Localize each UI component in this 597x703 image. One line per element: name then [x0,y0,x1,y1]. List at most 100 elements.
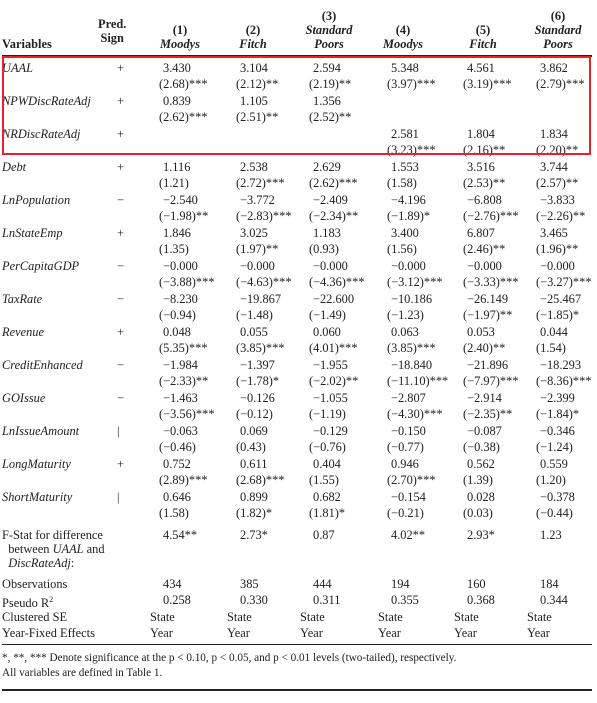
t-statistic: (1.58) [159,506,189,520]
predicted-sign: − [117,259,124,273]
stat-value: 444 [313,577,332,591]
t-statistic: (−2.76)*** [463,209,519,223]
stat-value: 160 [467,577,486,591]
coefficient: −2.409 [313,193,348,207]
coefficient: 0.682 [313,490,341,504]
header-pred-sign: Pred. Sign [98,17,127,45]
t-statistic: (2.79)*** [536,77,585,91]
coefficient: 6.807 [467,226,495,240]
t-statistic: (−3.33)*** [463,275,519,289]
coefficient: 3.400 [391,226,419,240]
t-statistic: (−0.44) [536,506,573,520]
t-statistic: (3.19)*** [463,77,512,91]
t-statistic: (2.62)*** [309,176,358,190]
t-statistic: (−4.63)*** [236,275,292,289]
stat-label: Year-Fixed Effects [2,626,95,640]
t-statistic: (−1.89)* [387,209,431,223]
coefficient: 0.060 [313,325,341,339]
t-statistic: (1.55) [309,473,339,487]
t-statistic: (−3.88)*** [159,275,215,289]
t-statistic: (−1.19) [309,407,346,421]
stat-value: Year [454,626,477,640]
t-statistic: (2.72)*** [236,176,285,190]
stat-value: 0.258 [163,593,191,607]
coefficient: 3.862 [540,61,568,75]
t-statistic: (1.96)** [536,242,579,256]
t-statistic: (2.68)*** [159,77,208,91]
row-label: ShortMaturity [2,490,73,504]
stat-value: State [150,610,175,624]
t-statistic: (−11.10)*** [387,374,449,388]
predicted-sign: + [117,325,124,339]
t-statistic: (−0.46) [159,440,196,454]
bottom-rule [2,644,592,645]
coefficient: −1.984 [163,358,198,372]
fstat-value: 4.02** [391,528,426,542]
coefficient: 1.846 [163,226,191,240]
coefficient: 1.116 [163,160,191,174]
predicted-sign: − [117,358,124,372]
stat-value: 194 [391,577,410,591]
coefficient: −19.867 [240,292,282,306]
footer-rule [2,689,592,691]
predicted-sign: + [117,61,124,75]
stat-value: Year [378,626,401,640]
coefficient: −0.378 [540,490,575,504]
predicted-sign: − [117,292,124,306]
t-statistic: (−1.84)* [536,407,580,421]
coefficient: −2.807 [391,391,426,405]
t-statistic: (3.85)*** [236,341,285,355]
row-label: LnStateEmp [2,226,63,240]
t-statistic: (−2.26)** [536,209,586,223]
t-statistic: (−2.35)** [463,407,513,421]
coefficient: 0.752 [163,457,191,471]
stat-value: Year [227,626,250,640]
coefficient: 0.055 [240,325,268,339]
t-statistic: (2.12)** [236,77,279,91]
header-column: (2) Fitch [239,23,267,51]
coefficient: −0.346 [540,424,575,438]
coefficient: −0.087 [467,424,502,438]
t-statistic: (−1.85)* [536,308,580,322]
coefficient: −0.063 [163,424,198,438]
coefficient: −1.055 [313,391,348,405]
t-statistic: (1.81)* [309,506,346,520]
row-label: NPWDiscRateAdj [2,94,91,108]
coefficient: −0.000 [391,259,426,273]
coefficient: −18.293 [540,358,582,372]
stat-value: State [527,610,552,624]
stat-value: Year [527,626,550,640]
predicted-sign: + [117,226,124,240]
predicted-sign: + [117,160,124,174]
coefficient: −0.000 [467,259,502,273]
t-statistic: (−2.83)*** [236,209,292,223]
coefficient: −6.808 [467,193,502,207]
t-statistic: (2.62)*** [159,110,208,124]
coefficient: −0.000 [163,259,198,273]
t-statistic: (−2.02)** [309,374,359,388]
coefficient: −10.186 [391,292,433,306]
coefficient: 0.053 [467,325,495,339]
t-statistic: (4.01)*** [309,341,358,355]
stat-value: 0.311 [313,593,341,607]
t-statistic: (1.39) [463,473,493,487]
t-statistic: (−1.78)* [236,374,280,388]
coefficient: 0.063 [391,325,419,339]
t-statistic: (−1.24) [536,440,573,454]
row-label: UAAL [2,61,33,75]
coefficient: −0.129 [313,424,348,438]
t-statistic: (−3.27)*** [536,275,592,289]
coefficient: −0.000 [240,259,275,273]
stat-value: 0.368 [467,593,495,607]
t-statistic: (3.97)*** [387,77,436,91]
row-label: LnIssueAmount [2,424,80,438]
coefficient: −0.126 [240,391,275,405]
t-statistic: (2.57)** [536,176,579,190]
t-statistic: (−1.49) [309,308,346,322]
coefficient: 0.404 [313,457,341,471]
coefficient: 2.538 [240,160,268,174]
row-label: LongMaturity [2,457,71,471]
t-statistic: (0.43) [236,440,266,454]
t-statistic: (0.93) [309,242,339,256]
coefficient: 1.553 [391,160,419,174]
